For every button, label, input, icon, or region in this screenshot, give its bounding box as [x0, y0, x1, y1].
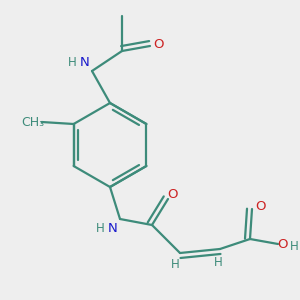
Text: CH₃: CH₃ [21, 116, 44, 128]
Text: H: H [290, 241, 298, 254]
Text: N: N [108, 221, 118, 235]
Text: O: O [278, 238, 288, 250]
Text: H: H [171, 259, 179, 272]
Text: N: N [80, 56, 90, 70]
Text: O: O [255, 200, 265, 212]
Text: O: O [153, 38, 163, 52]
Text: H: H [214, 256, 222, 269]
Text: H: H [68, 56, 76, 70]
Text: H: H [96, 221, 104, 235]
Text: O: O [168, 188, 178, 200]
